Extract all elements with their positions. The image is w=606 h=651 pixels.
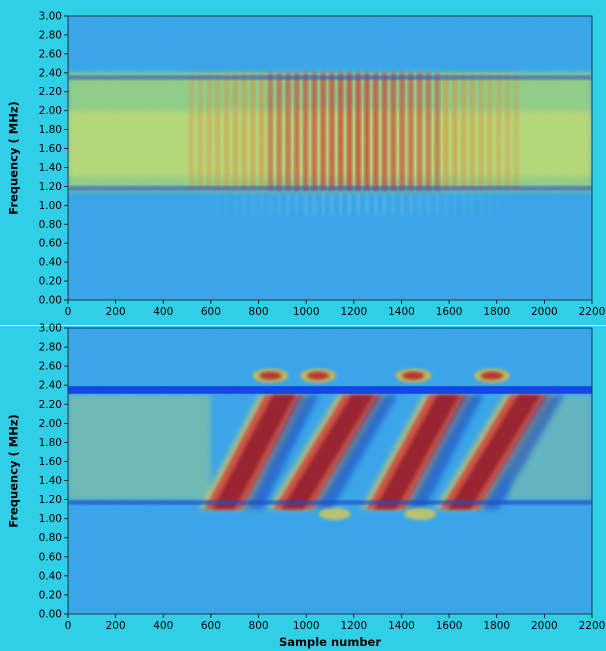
x-tick-label: 2000 <box>531 306 558 318</box>
x-tick-label: 200 <box>106 306 126 318</box>
x-axis-ticks: 0 200 400 600 800 1000 1200 1400 1600 1800 2000 220… <box>65 614 606 632</box>
spectrogram-bottom-panel: 0.00 0.20 0.40 0.60 0.80 1.00 1.20 1.40 1.60 1.80… <box>0 323 606 651</box>
y-tick-label: 2.80 <box>39 29 62 41</box>
y-tick-label: 2.60 <box>39 361 62 373</box>
y-tick-label: 2.00 <box>39 105 62 117</box>
x-tick-label: 1400 <box>388 620 415 632</box>
y-tick-label: 0.80 <box>39 219 62 231</box>
y-tick-label: 2.20 <box>39 399 62 411</box>
y-tick-label: 0.40 <box>39 257 62 269</box>
heatmap-cells <box>68 16 592 300</box>
y-tick-label: 0.60 <box>39 551 62 563</box>
x-tick-label: 200 <box>106 620 126 632</box>
y-tick-label: 1.20 <box>39 181 62 193</box>
y-tick-label: 0.80 <box>39 532 62 544</box>
x-tick-label: 400 <box>153 620 173 632</box>
x-tick-label: 1000 <box>293 306 320 318</box>
y-axis-ticks: 0.00 0.20 0.40 0.60 0.80 1.00 1.20 1.40 1.60 1.80… <box>39 323 68 621</box>
y-tick-label: 2.40 <box>39 380 62 392</box>
y-axis-ticks: 0.00 0.20 0.40 0.60 0.80 1.00 1.20 1.40 1.60 1.80… <box>39 11 68 307</box>
x-tick-label: 400 <box>153 306 173 318</box>
x-tick-label: 2200 <box>579 306 606 318</box>
y-tick-label: 1.80 <box>39 437 62 449</box>
y-tick-label: 0.60 <box>39 238 62 250</box>
x-axis-ticks: 0 200 400 600 800 1000 1200 1400 1600 1800 2000 220… <box>65 300 606 318</box>
x-tick-label: 800 <box>249 620 269 632</box>
x-tick-label: 600 <box>201 306 221 318</box>
x-tick-label: 1600 <box>436 620 463 632</box>
y-tick-label: 1.80 <box>39 124 62 136</box>
x-tick-label: 1200 <box>340 306 367 318</box>
x-tick-label: 1800 <box>483 306 510 318</box>
y-tick-label: 2.00 <box>39 418 62 430</box>
x-tick-label: 1000 <box>293 620 320 632</box>
y-tick-label: 2.40 <box>39 67 62 79</box>
y-tick-label: 0.00 <box>39 295 62 307</box>
plot-border <box>67 327 593 615</box>
plot-border <box>67 15 593 301</box>
heatmap-area <box>67 327 593 615</box>
y-axis-title: Frequency ( MHz) <box>7 101 21 215</box>
y-tick-label: 3.00 <box>39 11 62 23</box>
heatmap-area <box>67 15 593 301</box>
heatmap-cells <box>68 328 592 614</box>
y-tick-label: 1.40 <box>39 162 62 174</box>
x-tick-label: 2000 <box>531 620 558 632</box>
y-tick-label: 0.00 <box>39 609 62 621</box>
y-tick-label: 0.20 <box>39 589 62 601</box>
y-tick-label: 1.00 <box>39 200 62 212</box>
y-axis-title: Frequency ( MHz) <box>7 414 21 528</box>
y-tick-label: 1.00 <box>39 513 62 525</box>
y-tick-label: 2.20 <box>39 86 62 98</box>
y-tick-label: 3.00 <box>39 323 62 335</box>
x-tick-label: 1800 <box>483 620 510 632</box>
y-tick-label: 2.80 <box>39 342 62 354</box>
x-tick-label: 800 <box>249 306 269 318</box>
noise-overlay <box>68 328 592 614</box>
x-tick-label: 1200 <box>340 620 367 632</box>
y-tick-label: 2.60 <box>39 48 62 60</box>
x-axis-title: Sample number <box>279 635 381 649</box>
x-tick-label: 1600 <box>436 306 463 318</box>
y-tick-label: 1.60 <box>39 143 62 155</box>
y-tick-label: 1.20 <box>39 494 62 506</box>
y-tick-label: 1.40 <box>39 475 62 487</box>
noise-overlay-warm <box>68 72 592 192</box>
x-tick-label: 0 <box>65 306 72 318</box>
y-tick-label: 0.20 <box>39 276 62 288</box>
x-tick-label: 2200 <box>579 620 606 632</box>
x-tick-label: 0 <box>65 620 72 632</box>
x-tick-label: 600 <box>201 620 221 632</box>
y-tick-label: 0.40 <box>39 570 62 582</box>
y-tick-label: 1.60 <box>39 456 62 468</box>
spectrogram-top-panel: 0.00 0.20 0.40 0.60 0.80 1.00 1.20 1.40 1.60 1.80… <box>0 0 606 325</box>
x-tick-label: 1400 <box>388 306 415 318</box>
